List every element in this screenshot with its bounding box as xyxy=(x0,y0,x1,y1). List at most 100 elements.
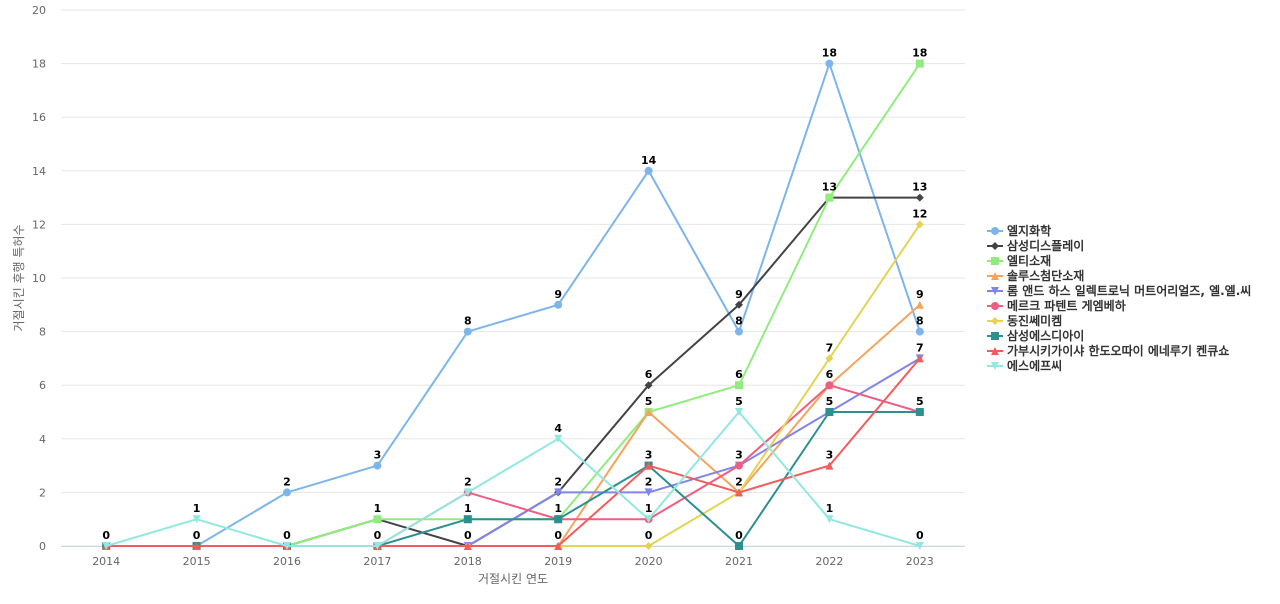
data-point[interactable] xyxy=(735,488,743,497)
data-point[interactable] xyxy=(825,515,834,524)
legend-item[interactable]: 솔루스첨단소재 xyxy=(987,268,1084,283)
data-point[interactable] xyxy=(825,408,834,416)
legend-item[interactable]: 삼성에스디아이 xyxy=(987,328,1084,343)
data-point[interactable] xyxy=(735,542,743,550)
data-point[interactable] xyxy=(644,408,653,416)
data-point[interactable] xyxy=(915,300,924,309)
data-point[interactable] xyxy=(463,327,472,336)
legend-item[interactable]: 에스에프씨 xyxy=(987,358,1062,373)
data-label: 5 xyxy=(645,395,653,408)
data-label: 0 xyxy=(554,529,562,542)
data-label: 0 xyxy=(374,529,382,542)
data-point[interactable] xyxy=(735,381,743,390)
legend-marker-icon[interactable] xyxy=(991,332,999,340)
legend-label: 엘지화학 xyxy=(1007,223,1051,238)
data-point[interactable] xyxy=(283,542,291,550)
data-point[interactable] xyxy=(554,488,563,497)
data-point[interactable] xyxy=(644,461,653,470)
y-tick-label: 2 xyxy=(39,486,46,499)
data-point[interactable] xyxy=(915,408,924,416)
data-point[interactable] xyxy=(735,461,743,470)
series-가부시키가이샤-한도오따이-에네루기-켄큐쇼 xyxy=(102,354,924,550)
data-point[interactable] xyxy=(644,166,653,175)
legend-marker-icon[interactable] xyxy=(991,347,999,355)
legend-marker-icon[interactable] xyxy=(991,302,999,310)
data-point[interactable] xyxy=(825,354,834,363)
legend-marker-icon[interactable] xyxy=(991,362,999,370)
data-point[interactable] xyxy=(735,327,743,336)
data-label: 5 xyxy=(826,395,834,408)
data-point[interactable] xyxy=(644,488,653,497)
legend-marker-icon[interactable] xyxy=(991,317,999,325)
data-point[interactable] xyxy=(373,515,382,524)
legend-label: 에스에프씨 xyxy=(1007,358,1062,373)
legend-label: 메르크 파텐트 게엠베하 xyxy=(1007,298,1126,313)
legend-marker-icon[interactable] xyxy=(991,242,999,250)
data-point[interactable] xyxy=(825,381,834,390)
legend-item[interactable]: 삼성디스플레이 xyxy=(987,238,1084,253)
legend-marker-icon[interactable] xyxy=(991,227,999,235)
data-point[interactable] xyxy=(644,542,653,550)
legend-item[interactable]: 엘티소재 xyxy=(987,253,1051,268)
data-point[interactable] xyxy=(915,193,924,202)
data-point[interactable] xyxy=(735,300,743,309)
data-point[interactable] xyxy=(915,354,924,363)
data-point[interactable] xyxy=(915,542,924,550)
data-point[interactable] xyxy=(825,461,834,470)
data-point[interactable] xyxy=(463,515,472,524)
legend-item[interactable]: 메르크 파텐트 게엠베하 xyxy=(987,298,1126,313)
data-point[interactable] xyxy=(825,193,834,202)
legend-marker-icon[interactable] xyxy=(991,287,999,295)
data-point[interactable] xyxy=(373,542,382,550)
legend-item[interactable]: 엘지화학 xyxy=(987,223,1051,238)
data-point[interactable] xyxy=(373,461,382,470)
series-line[interactable] xyxy=(105,411,921,547)
legend-marker-icon[interactable] xyxy=(991,257,999,265)
legend-marker-icon[interactable] xyxy=(991,272,999,280)
data-point[interactable] xyxy=(102,542,111,550)
data-point[interactable] xyxy=(283,488,291,497)
x-tick-label: 2021 xyxy=(725,555,753,568)
data-point[interactable] xyxy=(192,515,201,524)
x-tick-label: 2017 xyxy=(363,555,391,568)
series-line[interactable] xyxy=(106,196,920,547)
series-line[interactable] xyxy=(106,62,921,547)
legend-item[interactable]: 롬 앤드 하스 일렉트로닉 머트어리얼즈, 엘.엘.씨 xyxy=(987,283,1251,298)
y-tick-label: 4 xyxy=(39,433,46,446)
series-에스에프씨 xyxy=(102,408,924,550)
series-line[interactable] xyxy=(106,357,921,547)
data-point[interactable] xyxy=(554,542,563,550)
data-label: 6 xyxy=(826,368,834,381)
data-point[interactable] xyxy=(735,408,743,416)
data-label: 2 xyxy=(283,475,291,488)
x-tick-label: 2022 xyxy=(815,555,843,568)
data-point[interactable] xyxy=(554,515,563,524)
series-line[interactable] xyxy=(106,63,921,547)
data-point[interactable] xyxy=(644,515,653,524)
data-point[interactable] xyxy=(554,434,563,443)
data-point[interactable] xyxy=(554,300,563,309)
data-point[interactable] xyxy=(825,59,834,68)
legend-item[interactable]: 가부시키가이샤 한도오따이 에네루기 켄큐쇼 xyxy=(987,343,1229,358)
data-label: 13 xyxy=(912,181,927,194)
data-point[interactable] xyxy=(915,59,924,68)
series-엘티소재 xyxy=(102,59,924,550)
data-label: 3 xyxy=(645,449,653,462)
data-point[interactable] xyxy=(644,381,653,390)
series-line[interactable] xyxy=(106,357,921,547)
data-point[interactable] xyxy=(915,220,924,229)
legend-label: 삼성디스플레이 xyxy=(1007,238,1084,253)
data-point[interactable] xyxy=(463,542,472,550)
y-tick-label: 10 xyxy=(32,272,46,285)
series-line[interactable] xyxy=(106,411,920,547)
legend-item[interactable]: 동진쎄미켐 xyxy=(987,313,1062,328)
data-label: 0 xyxy=(735,529,743,542)
y-tick-label: 12 xyxy=(32,218,46,231)
series-line[interactable] xyxy=(106,304,921,547)
data-point[interactable] xyxy=(463,488,472,497)
data-point[interactable] xyxy=(915,327,924,336)
y-tick-label: 16 xyxy=(32,111,46,124)
data-label: 3 xyxy=(826,449,834,462)
data-label: 2 xyxy=(464,475,472,488)
data-point[interactable] xyxy=(192,542,201,550)
